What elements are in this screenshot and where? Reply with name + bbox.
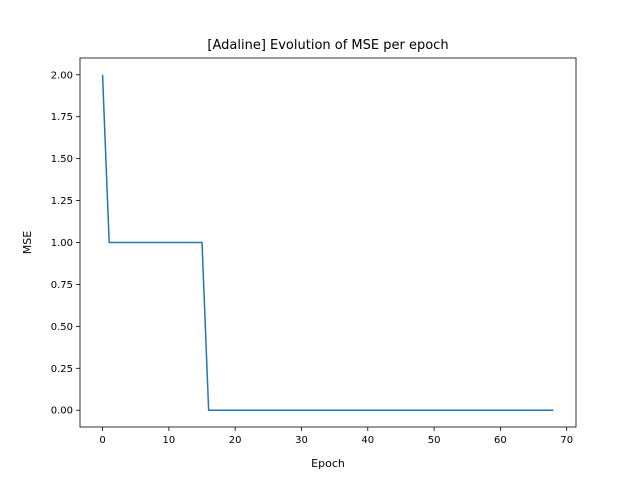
y-tick-label: 0.00 [51, 406, 73, 417]
x-tick-label: 0 [99, 435, 105, 446]
y-tick-label: 1.50 [51, 154, 73, 165]
y-tick-label: 2.00 [51, 70, 73, 81]
x-tick-label: 60 [494, 435, 507, 446]
y-axis-label: MSE [21, 231, 34, 254]
x-tick-label: 70 [560, 435, 573, 446]
x-tick-label: 10 [162, 435, 175, 446]
y-tick-label: 0.25 [51, 364, 73, 375]
x-tick-label: 20 [229, 435, 242, 446]
y-tick-label: 0.50 [51, 322, 73, 333]
plot-area: 0 10 20 30 40 50 60 70 0.00 0.25 0.50 0.75 1.00 1.25 1… [51, 57, 577, 446]
x-axis-label: Epoch [311, 457, 345, 470]
y-tick-label: 1.75 [51, 112, 73, 123]
y-tick-label: 0.75 [51, 280, 73, 291]
x-tick-label: 40 [361, 435, 374, 446]
y-tick-label: 1.25 [51, 196, 73, 207]
plot-frame [79, 57, 577, 428]
chart-title: [Adaline] Evolution of MSE per epoch [207, 38, 448, 53]
y-tick-label: 1.00 [51, 238, 73, 249]
x-tick-label: 50 [428, 435, 441, 446]
mse-series-line [101, 74, 554, 411]
x-tick-label: 30 [295, 435, 308, 446]
